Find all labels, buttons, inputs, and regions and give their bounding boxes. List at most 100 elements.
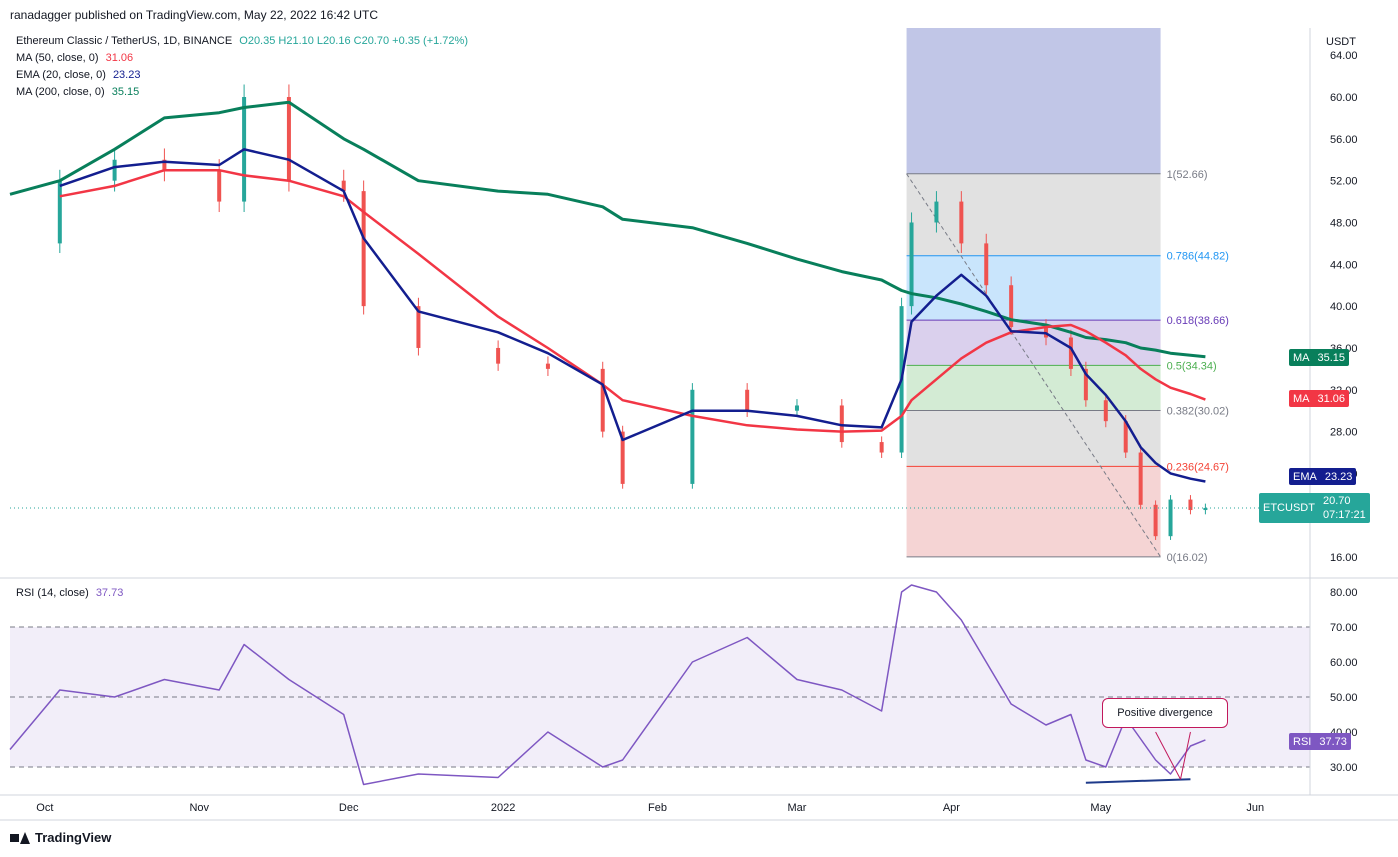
date-range-box [906, 28, 1161, 174]
candle-body [496, 347, 501, 364]
ema20-badge-name: EMA [1293, 470, 1317, 483]
fib-band [906, 466, 1161, 557]
price-badge-countdown: 07:17:21 [1322, 509, 1366, 521]
candle-body [1153, 504, 1158, 537]
tradingview-footer[interactable]: TradingView [10, 830, 111, 845]
ma200-price-badge: MA 35.15 [1289, 349, 1350, 366]
fib-level-label: 0(16.02) [1167, 552, 1208, 564]
price-tick-label: 28.00 [1330, 427, 1358, 439]
date-tick-label: 2022 [491, 802, 515, 814]
rsi-badge-name: RSI [1293, 735, 1312, 748]
ma200-badge-value: 35.15 [1317, 351, 1346, 364]
candle-body [839, 405, 844, 443]
candle-body [909, 222, 914, 307]
last-price-badge: ETCUSDT 20.70 07:17:21 [1259, 493, 1370, 523]
price-pane: 1(52.66) 0.786(44.82) 0.618(38.66) 0.5(34.3… [9, 28, 1310, 564]
ma50-label: MA (50, close, 0) [16, 52, 99, 64]
rsi-tick-label: 80.00 [1330, 587, 1358, 599]
candle-body [1168, 499, 1173, 537]
candle-body [416, 306, 421, 348]
rsi-tick-label: 30.00 [1330, 762, 1358, 774]
ohlc-values: O20.35 H21.10 L20.16 C20.70 +0.35 (+1.72… [239, 35, 468, 47]
candle-body [1009, 285, 1014, 328]
fib-level-label: 1(52.66) [1167, 169, 1208, 181]
positive-divergence-callout[interactable]: Positive divergence [1102, 698, 1228, 728]
footer-brand: TradingView [35, 830, 112, 845]
fib-band [906, 255, 1161, 321]
candle-body [57, 180, 62, 244]
price-tick-label: 16.00 [1330, 552, 1358, 564]
rsi-line [9, 584, 1206, 786]
ma50-badge-name: MA [1293, 392, 1310, 405]
fib-level-label: 0.5(34.34) [1167, 360, 1217, 372]
date-tick-label: Apr [943, 802, 960, 814]
candle-body [934, 201, 939, 223]
price-tick-label: 44.00 [1330, 259, 1358, 271]
rsi-tick-label: 60.00 [1330, 657, 1358, 669]
candle-body [1188, 499, 1193, 511]
price-tick-label: 48.00 [1330, 217, 1358, 229]
candle-body [545, 363, 550, 369]
candle-body [1083, 368, 1088, 401]
rsi-badge: RSI 37.73 [1289, 733, 1351, 750]
date-tick-label: Jun [1246, 802, 1264, 814]
candle-body [690, 389, 695, 484]
divergence-trend-line [1085, 778, 1191, 784]
candle-body [1103, 400, 1108, 422]
publisher-header: ranadagger published on TradingView.com,… [10, 8, 379, 22]
candle-body [1203, 507, 1208, 511]
ma50-price-badge: MA 31.06 [1289, 390, 1350, 407]
symbol-legend: Ethereum Classic / TetherUS, 1D, BINANCE… [16, 35, 468, 47]
price-badge-value: 20.70 [1322, 495, 1351, 507]
ema20-legend[interactable]: EMA (20, close, 0) 23.23 [16, 69, 140, 81]
ema20-label: EMA (20, close, 0) [16, 69, 106, 81]
ma200-line [9, 100, 1206, 359]
candle-body [600, 368, 605, 432]
ema20-line [59, 148, 1206, 483]
fib-band [906, 173, 1161, 256]
ema20-value: 23.23 [112, 69, 141, 81]
rsi-badge-value: 37.73 [1319, 735, 1347, 748]
candle-body [1123, 421, 1128, 453]
price-tick-label: 52.00 [1330, 176, 1358, 188]
ema20-badge-value: 23.23 [1324, 470, 1353, 483]
candle-body [341, 180, 346, 192]
candle-body [1068, 337, 1073, 369]
currency-label: USDT [1326, 36, 1356, 48]
candle-body [286, 97, 291, 181]
ma200-value: 35.15 [111, 86, 140, 98]
callout-pointer [1155, 731, 1181, 780]
rsi-value: 37.73 [95, 587, 124, 599]
price-tick-label: 56.00 [1330, 134, 1358, 146]
candle-body [1138, 452, 1143, 505]
candle-body [879, 442, 884, 453]
rsi-tick-label: 70.00 [1330, 622, 1358, 634]
candle-body [794, 405, 799, 411]
date-tick-label: Mar [787, 802, 806, 814]
price-tick-label: 64.00 [1330, 50, 1358, 62]
ma200-legend[interactable]: MA (200, close, 0) 35.15 [16, 86, 139, 98]
ma50-badge-value: 31.06 [1317, 392, 1346, 405]
date-tick-label: Dec [339, 802, 359, 814]
rsi-legend[interactable]: RSI (14, close) 37.73 [16, 587, 123, 599]
price-tick-label: 40.00 [1330, 301, 1358, 313]
date-tick-label: Nov [189, 802, 209, 814]
candle-body [620, 431, 625, 484]
price-badge-name: ETCUSDT [1263, 502, 1315, 514]
candle-body [984, 243, 989, 286]
ema20-price-badge: EMA 23.23 [1289, 468, 1357, 485]
date-tick-label: Oct [36, 802, 53, 814]
fib-band [906, 410, 1161, 467]
ma50-value: 31.06 [105, 52, 134, 64]
symbol-name: Ethereum Classic / TetherUS, 1D, BINANCE [16, 35, 233, 47]
ma50-legend[interactable]: MA (50, close, 0) 31.06 [16, 52, 133, 64]
rsi-label: RSI (14, close) [16, 587, 89, 599]
date-tick-label: Feb [648, 802, 667, 814]
fib-band [906, 365, 1161, 411]
callout-text: Positive divergence [1117, 707, 1213, 719]
rsi-pane [9, 584, 1310, 786]
fib-level-label: 0.786(44.82) [1167, 251, 1229, 263]
ma50-line [59, 168, 1206, 433]
price-tick-label: 60.00 [1330, 92, 1358, 104]
